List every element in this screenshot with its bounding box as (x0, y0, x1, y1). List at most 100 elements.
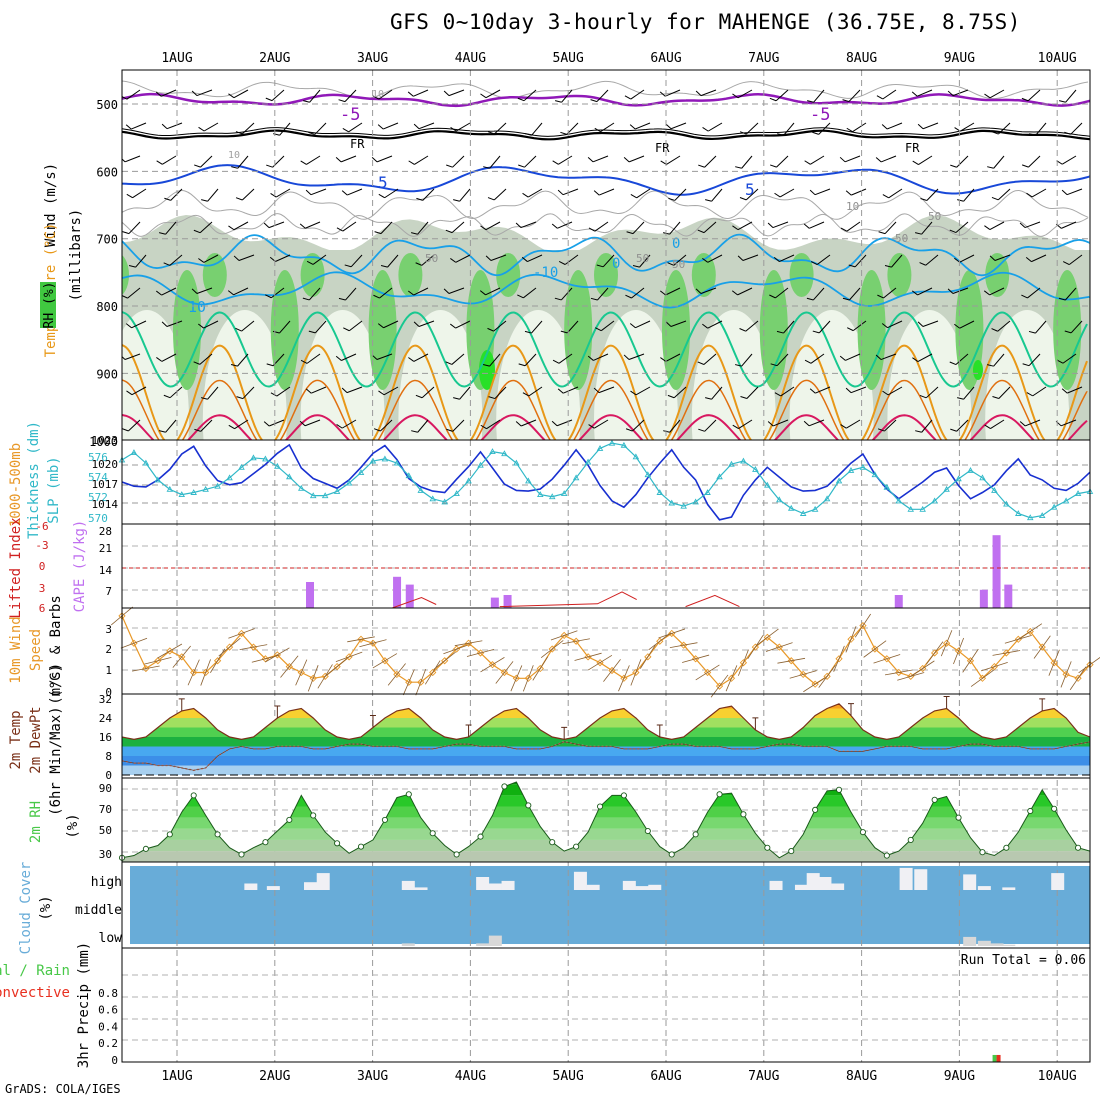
surface-wind-barb-shaft (307, 665, 319, 692)
wind-barb (812, 320, 831, 334)
wind-barb-shaft (921, 419, 933, 433)
wind-barb (227, 287, 249, 296)
wind-barb (482, 353, 501, 367)
surface-wind-barb (765, 642, 793, 652)
rh-dry-bubble (496, 310, 581, 440)
wind-barb (596, 254, 615, 268)
surface-wind-barb (480, 657, 505, 673)
wind-barb-flag (554, 297, 562, 301)
wind-barb (380, 254, 399, 268)
rh-2m-point (716, 791, 723, 798)
wind-speed-point (548, 645, 556, 653)
wind-tick: 2 (105, 643, 112, 656)
wind-barb (984, 89, 1005, 99)
thickness-point (919, 505, 926, 512)
surface-wind-barb (387, 663, 406, 686)
wind-barb-shaft (380, 221, 393, 234)
temp-band (122, 765, 1090, 775)
wind-barb (265, 287, 285, 299)
thickness-point (620, 441, 628, 448)
wind-barb (201, 386, 219, 400)
surface-wind-barb-shaft (228, 628, 255, 639)
wind-barb-shaft (161, 287, 177, 296)
thickness-point (811, 505, 819, 512)
wind-barb (270, 386, 291, 397)
wind-barb-flag (957, 199, 964, 202)
cape-tick: 21 (99, 542, 112, 555)
wind-barb-shaft (459, 188, 471, 202)
wind-barb-flag (1021, 164, 1029, 168)
wind-barb (201, 188, 219, 202)
rh-2m-point (142, 845, 149, 852)
surface-wind-barb-shaft (480, 657, 505, 673)
wind-barb (235, 320, 255, 332)
wind-barb-flag (698, 164, 705, 168)
wind-barb (551, 221, 573, 229)
wind-barb-shaft (883, 287, 897, 299)
wind-barb (629, 320, 651, 329)
wind-barb-flag (629, 124, 636, 130)
wind-barb (949, 353, 969, 366)
thickness-point (130, 449, 138, 456)
wind-barb-flag (480, 225, 487, 231)
wind-speed-point (249, 643, 258, 651)
thickness-point (560, 490, 568, 496)
wind-barb-flag (776, 330, 784, 334)
thickness-point (907, 505, 915, 512)
wind-barb-flag (991, 196, 999, 201)
wind-barb-shaft (922, 320, 939, 327)
surface-wind-barb-shaft (132, 665, 160, 672)
temp-2m-line (121, 703, 1091, 741)
wind-barb-shaft (493, 188, 507, 201)
thickness-point (991, 486, 998, 493)
wind-barb (992, 386, 1011, 399)
surface-wind-barb-shaft (587, 654, 613, 671)
surface-wind-barb-shaft (433, 651, 456, 670)
wind-barb-flag (524, 330, 532, 334)
wind-barb-flag (845, 190, 852, 196)
wind-barb-flag (1064, 330, 1072, 334)
thickness-point (859, 463, 867, 470)
wind-barb (877, 419, 897, 432)
wind-barb-shaft (998, 386, 1011, 399)
surface-wind-barb-shaft (1048, 649, 1060, 676)
rh-tick: 70 (99, 803, 112, 816)
wind-speed-point (321, 672, 329, 680)
wind-barb (515, 419, 537, 427)
surface-wind-barb (755, 628, 779, 647)
wind-barb-flag (191, 288, 198, 294)
wind-barb-flag (306, 260, 314, 265)
wind-barb (161, 122, 183, 130)
wind-barb (488, 386, 507, 400)
wind-barb-flag (912, 357, 919, 362)
wind-barb-shaft (813, 89, 825, 103)
lifted-index-line (685, 594, 740, 608)
surface-wind-barb (669, 642, 698, 649)
precip-label-convective: Convective (0, 985, 70, 1001)
wind-barb (485, 254, 507, 261)
wind-barb-shaft (306, 353, 321, 364)
wind-barb-shaft (921, 221, 933, 235)
wind-barb (625, 419, 645, 432)
thickness-point (668, 499, 675, 506)
surface-wind-barb (630, 659, 642, 686)
temp-band (122, 718, 1090, 728)
wind-barb-flag (228, 93, 235, 99)
wind-barb-flag (884, 264, 892, 268)
rh-2m-point (334, 840, 341, 847)
wind-barb-shaft (131, 122, 147, 130)
wind-barb-shaft (238, 254, 255, 261)
wind-barb-shaft (741, 155, 753, 169)
wind-barb-flag (984, 424, 991, 429)
wind-barb-flag (263, 222, 270, 228)
date-tick-bottom: 10AUG (1038, 1069, 1077, 1084)
wind-barb-flag (194, 164, 201, 168)
wind-barb (228, 221, 249, 231)
wind-barb-shaft (665, 353, 681, 362)
surface-wind-barb-shaft (845, 626, 857, 653)
rh-band (122, 828, 1090, 840)
wind-barb-shaft (237, 155, 249, 169)
temp-band (122, 737, 1090, 747)
rh-2m-point (788, 848, 795, 855)
precip-total-bar (992, 1054, 997, 1062)
